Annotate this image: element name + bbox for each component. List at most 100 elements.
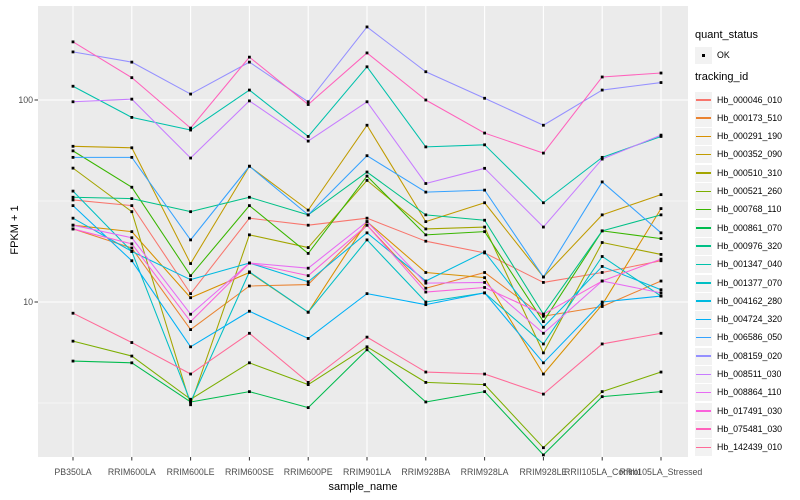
data-point — [130, 354, 134, 358]
data-point — [542, 325, 545, 329]
data-point — [189, 400, 192, 404]
data-point — [365, 292, 369, 296]
data-point — [483, 230, 486, 234]
series-color-key-icon — [695, 292, 712, 310]
data-point — [424, 239, 428, 243]
data-point — [71, 40, 75, 44]
y-tick-label: 10 — [23, 297, 33, 307]
data-point — [600, 390, 604, 394]
data-point — [424, 303, 428, 307]
data-point — [189, 328, 192, 332]
data-point — [424, 300, 428, 304]
legend-entry-label: OK — [717, 50, 730, 60]
data-point — [424, 213, 428, 217]
data-point — [71, 84, 75, 88]
y-axis-title: FPKM + 1 — [9, 205, 21, 255]
data-point — [659, 213, 663, 217]
legend-entry-label: Hb_142439_010 — [717, 442, 783, 453]
data-point — [483, 96, 486, 100]
data-point — [483, 291, 486, 295]
x-tick-label: RRIM600LE — [167, 467, 215, 477]
data-point — [659, 133, 663, 137]
data-point — [130, 259, 134, 263]
data-point — [306, 283, 310, 286]
data-point — [71, 227, 75, 231]
legend-entry-label: Hb_000861_070 — [717, 222, 783, 233]
data-point — [248, 284, 251, 288]
data-point — [424, 190, 428, 194]
data-point — [306, 337, 310, 340]
data-point — [189, 128, 192, 132]
data-point — [542, 151, 545, 155]
data-point — [659, 237, 663, 240]
data-point — [189, 278, 192, 282]
data-point — [600, 180, 604, 184]
data-point — [248, 390, 251, 394]
data-point — [365, 216, 369, 220]
data-point — [71, 311, 75, 315]
data-point — [71, 50, 75, 54]
data-point — [659, 207, 663, 210]
data-point — [248, 261, 251, 265]
data-point — [600, 75, 604, 79]
data-point — [189, 320, 192, 323]
data-point — [542, 225, 545, 229]
data-point — [248, 60, 251, 64]
series-color-key-icon — [695, 311, 712, 329]
data-point — [189, 397, 192, 401]
data-point — [424, 281, 428, 285]
data-point — [659, 370, 663, 374]
legend-entry-label: Hb_006586_050 — [717, 332, 783, 343]
data-point — [71, 204, 75, 208]
x-tick-label: RRIM928BA — [401, 467, 450, 477]
data-point — [365, 170, 369, 174]
data-point — [189, 345, 192, 349]
x-axis-title: sample_name — [328, 481, 398, 493]
data-point — [424, 290, 428, 294]
x-tick-label: RRII105LA_Stressed — [620, 467, 703, 477]
data-point — [542, 275, 545, 279]
data-point — [600, 271, 604, 274]
data-point — [189, 372, 192, 376]
data-point — [189, 274, 192, 278]
x-tick-label: PB350LA — [54, 467, 91, 477]
data-point — [130, 230, 134, 234]
data-point — [130, 236, 134, 240]
data-point — [483, 166, 486, 170]
data-point — [542, 123, 545, 127]
legend-entry-label: Hb_000510_310 — [717, 167, 783, 178]
data-point — [130, 185, 134, 189]
data-point — [424, 182, 428, 185]
data-point — [600, 395, 604, 399]
data-point — [189, 210, 192, 214]
data-point — [600, 265, 604, 268]
data-point — [483, 281, 486, 284]
data-point — [71, 339, 75, 343]
series-color-key-icon — [695, 274, 712, 292]
data-point — [248, 270, 251, 274]
series-color-key-icon — [695, 347, 712, 365]
series-color-key-icon — [695, 183, 712, 200]
data-point — [248, 204, 251, 208]
data-point — [189, 312, 192, 316]
data-point — [424, 145, 428, 149]
data-point — [542, 453, 545, 457]
data-point — [483, 131, 486, 135]
data-point — [130, 204, 134, 208]
data-point — [248, 195, 251, 199]
legend-entry-label: Hb_004724_320 — [717, 314, 783, 325]
data-point — [483, 218, 486, 222]
data-point — [600, 303, 604, 307]
x-tick-label: RRII105LA_Control — [564, 467, 640, 477]
data-point — [306, 380, 310, 384]
data-point — [424, 400, 428, 404]
data-point — [659, 81, 663, 84]
data-point — [542, 312, 545, 316]
series-color-key-icon — [695, 201, 712, 219]
data-point — [71, 144, 75, 148]
data-point — [424, 220, 428, 224]
data-point — [365, 123, 369, 127]
data-point — [365, 154, 369, 158]
series-color-key-icon — [695, 237, 712, 255]
data-point — [189, 262, 192, 265]
